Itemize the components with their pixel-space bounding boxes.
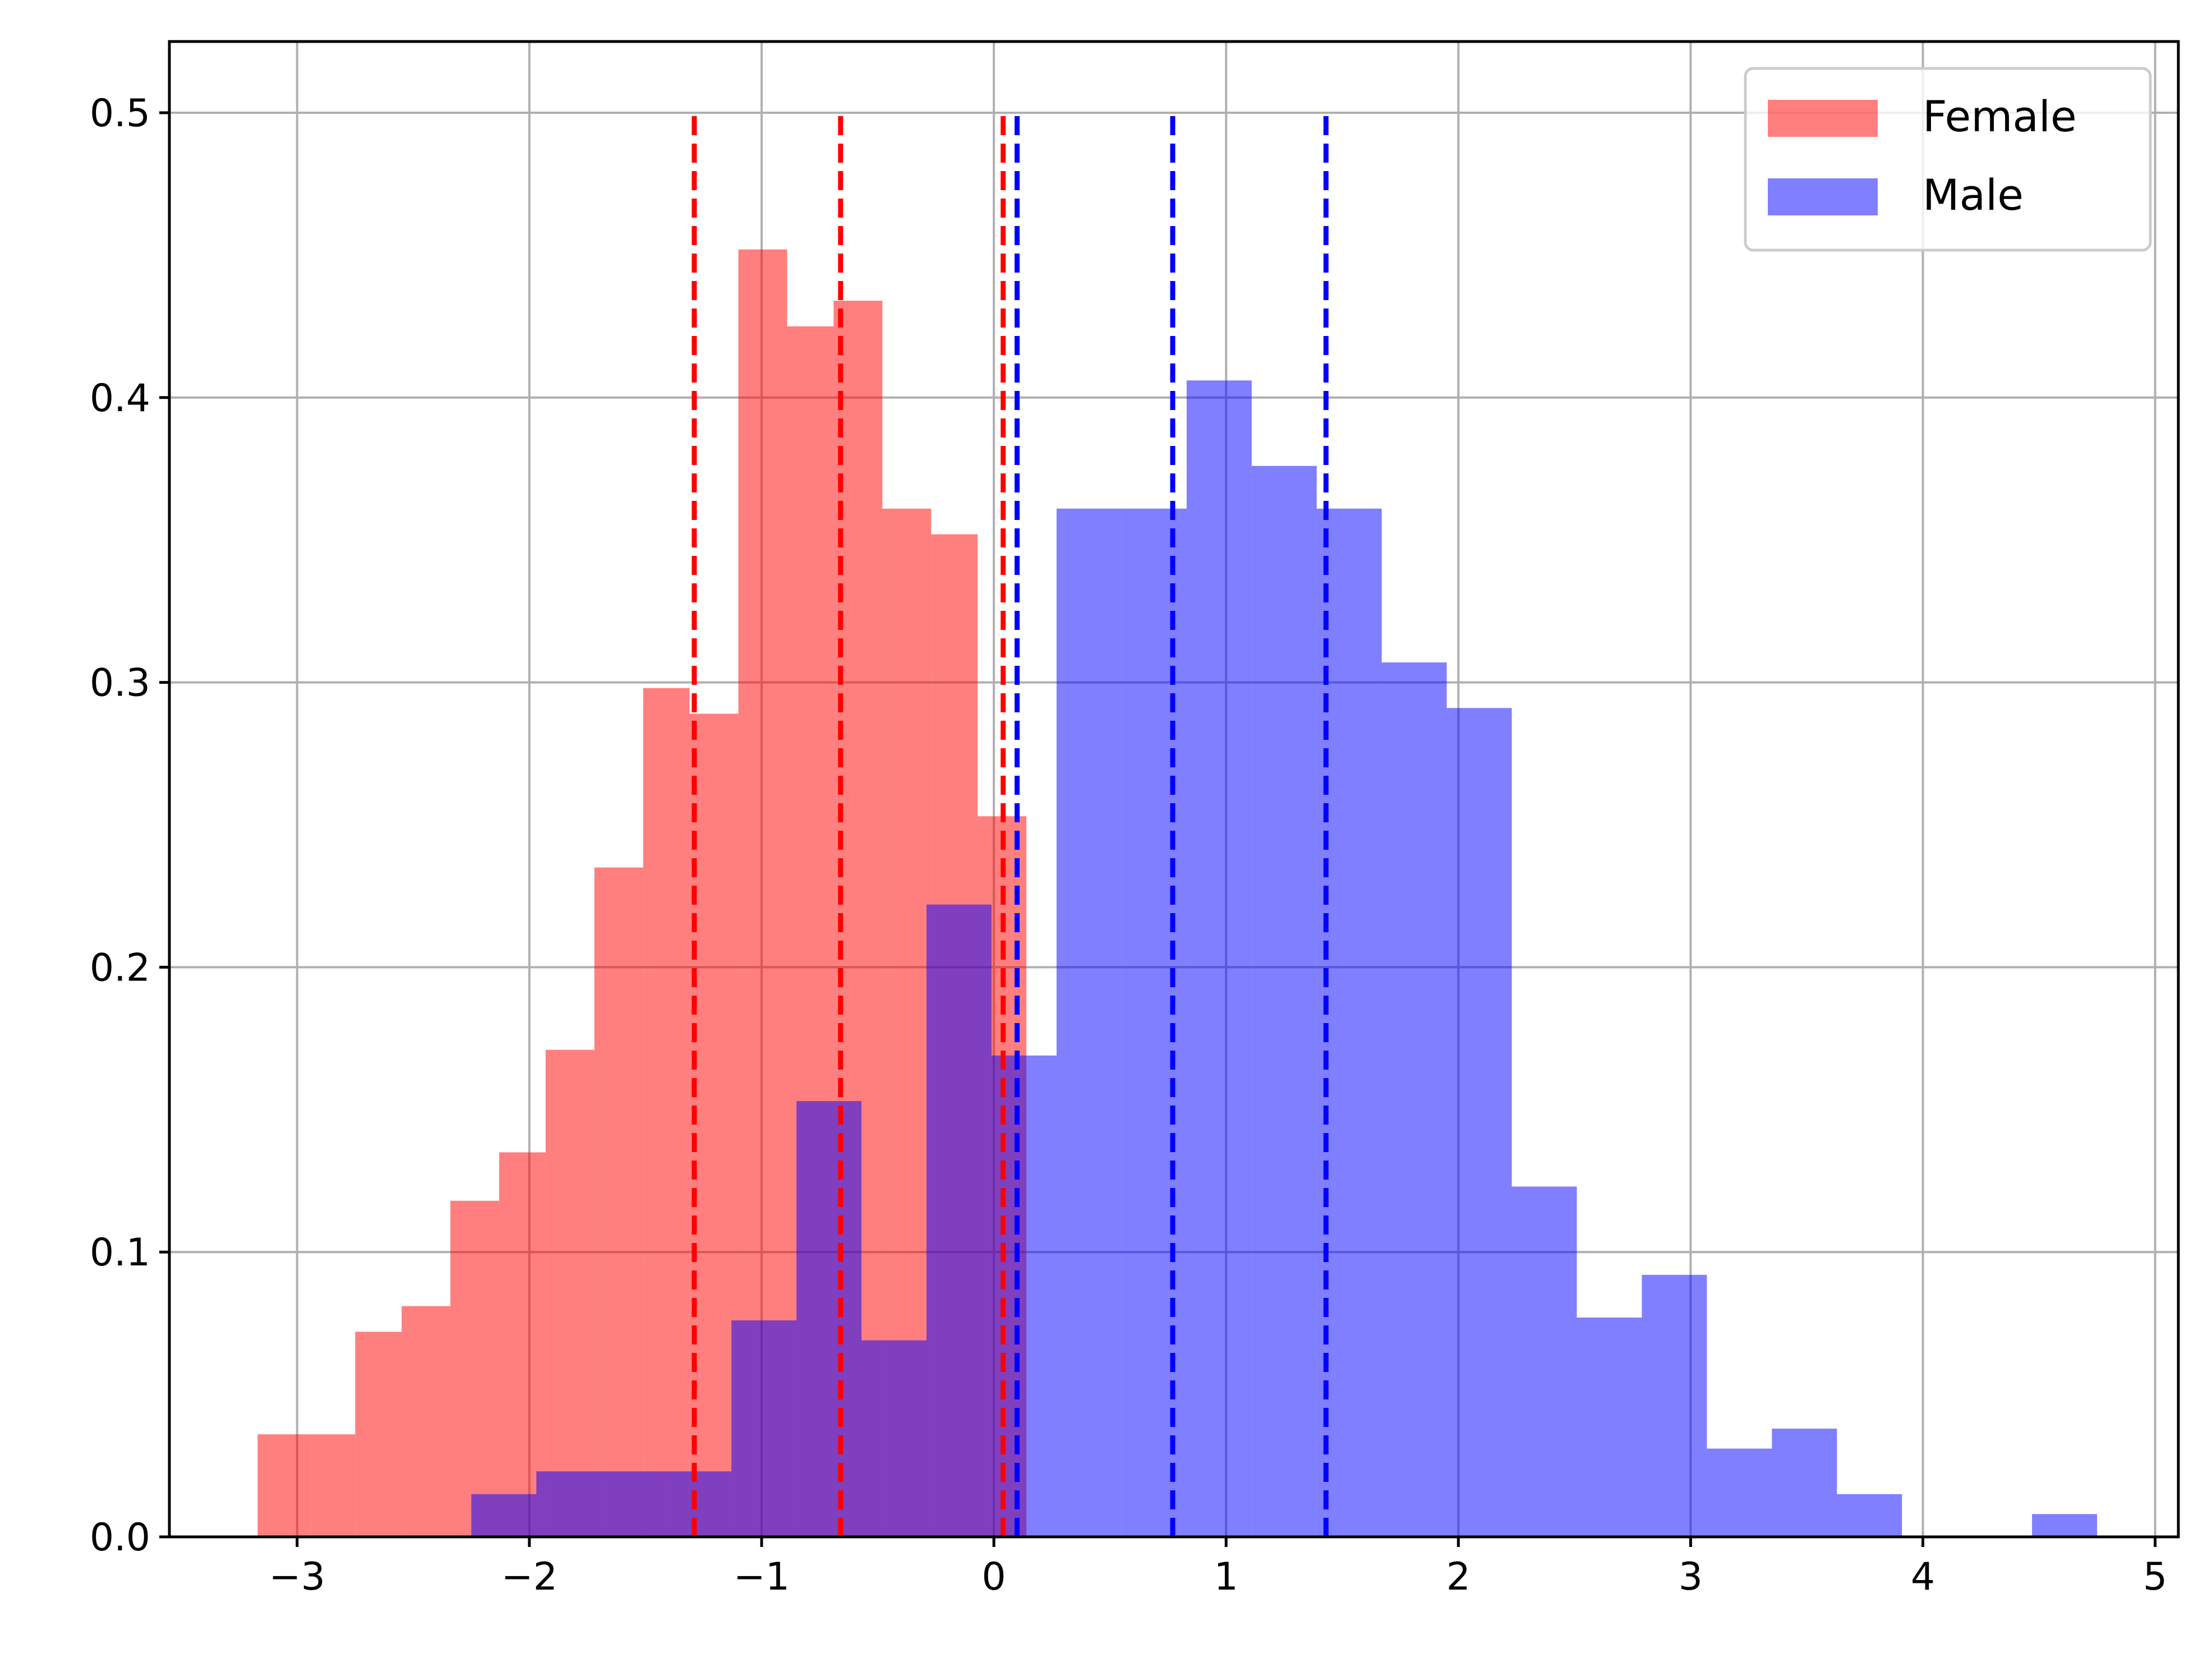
y-tick-label-4: 0.4 <box>90 376 150 421</box>
bar-male-18 <box>1642 1274 1707 1537</box>
legend: Female Male <box>1744 67 2152 252</box>
legend-label-female: Female <box>1923 91 2077 141</box>
series-male <box>471 380 2098 1537</box>
bar-male-19 <box>1707 1448 1772 1537</box>
bar-male-1 <box>536 1471 602 1537</box>
legend-swatch-female <box>1768 100 1878 137</box>
x-tick-label-3: 0 <box>981 1555 1006 1599</box>
x-tick-label-5: 2 <box>1446 1555 1471 1599</box>
bar-male-14 <box>1381 662 1447 1537</box>
legend-swatch-male <box>1768 178 1878 215</box>
bar-male-0 <box>471 1494 537 1537</box>
bar-female-7 <box>594 867 643 1537</box>
x-tick-label-6: 3 <box>1679 1555 1703 1599</box>
y-tick-label-0: 0.0 <box>90 1516 150 1560</box>
bar-male-21 <box>1837 1494 1902 1537</box>
bar-male-5 <box>796 1101 862 1537</box>
x-tick-label-1: −2 <box>501 1555 557 1599</box>
bar-male-15 <box>1446 708 1512 1537</box>
axis-ticks: −3 −2 −1 0 1 2 3 4 5 0.0 0.1 0.2 0.3 0.4 0.5 <box>90 91 2167 1599</box>
axes-frame <box>168 40 2180 1539</box>
bar-male-4 <box>731 1320 797 1537</box>
bar-male-12 <box>1251 466 1317 1537</box>
bar-male-10 <box>1121 508 1187 1537</box>
bar-female-8 <box>643 688 690 1537</box>
bar-female-1 <box>311 1434 356 1537</box>
bar-male-20 <box>1772 1429 1837 1537</box>
reference-lines <box>692 112 1329 1537</box>
y-tick-label-3: 0.3 <box>90 661 150 706</box>
bar-female-3 <box>402 1306 451 1537</box>
bar-male-7 <box>926 904 992 1537</box>
bar-male-17 <box>1577 1317 1642 1537</box>
x-tick-label-2: −1 <box>734 1555 790 1599</box>
legend-label-male: Male <box>1923 170 2024 220</box>
bar-female-6 <box>545 1049 595 1537</box>
histogram-bars <box>257 249 2098 1537</box>
bar-male-16 <box>1511 1186 1577 1537</box>
bar-male-6 <box>861 1340 927 1537</box>
bar-female-0 <box>257 1434 311 1537</box>
bar-female-4 <box>450 1200 500 1537</box>
bar-female-2 <box>355 1332 402 1537</box>
bar-female-9 <box>689 713 739 1537</box>
x-tick-label-7: 4 <box>1911 1555 1935 1599</box>
x-tick-label-0: −3 <box>269 1555 325 1599</box>
bar-male-2 <box>601 1471 667 1537</box>
bar-male-24 <box>2032 1514 2098 1537</box>
y-tick-label-2: 0.2 <box>90 946 150 990</box>
x-tick-label-4: 1 <box>1214 1555 1238 1599</box>
bar-male-11 <box>1186 380 1252 1537</box>
y-tick-label-5: 0.5 <box>90 91 150 136</box>
y-tick-label-1: 0.1 <box>90 1231 150 1275</box>
bar-male-9 <box>1056 508 1122 1537</box>
bar-male-3 <box>666 1471 732 1537</box>
series-female <box>257 249 1027 1537</box>
x-tick-label-8: 5 <box>2143 1555 2167 1599</box>
